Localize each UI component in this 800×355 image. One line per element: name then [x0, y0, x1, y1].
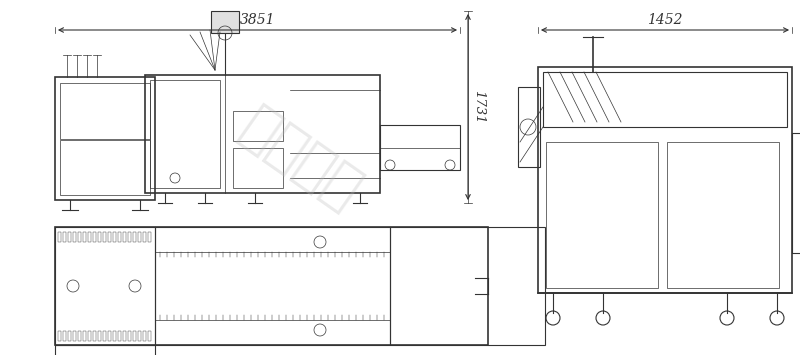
Bar — [123, 232, 126, 242]
Bar — [133, 232, 136, 242]
Bar — [148, 232, 151, 242]
Bar — [143, 331, 146, 341]
Bar — [138, 232, 141, 242]
Bar — [83, 331, 86, 341]
Bar — [128, 331, 131, 341]
Bar — [103, 331, 106, 341]
Bar — [60, 83, 150, 138]
Bar — [60, 140, 150, 195]
Bar — [55, 77, 155, 200]
Bar — [546, 142, 658, 288]
Bar — [88, 331, 91, 341]
Bar — [78, 331, 81, 341]
Bar — [73, 232, 76, 242]
Bar — [667, 142, 779, 288]
Bar — [150, 80, 220, 188]
Bar — [55, 227, 155, 345]
Bar — [118, 232, 121, 242]
Bar — [390, 227, 545, 345]
Bar — [118, 331, 121, 341]
Bar — [145, 75, 380, 193]
Bar — [123, 331, 126, 341]
Bar — [93, 331, 96, 341]
Bar — [233, 148, 283, 188]
Bar — [380, 125, 460, 170]
Bar — [58, 232, 61, 242]
Bar — [543, 72, 787, 127]
Bar — [113, 232, 116, 242]
Bar — [98, 232, 101, 242]
Bar — [55, 227, 488, 345]
Bar — [103, 232, 106, 242]
Bar — [88, 232, 91, 242]
Text: 利钓盒机: 利钓盒机 — [230, 100, 370, 220]
Bar — [211, 11, 239, 33]
Bar — [83, 232, 86, 242]
Bar — [155, 227, 390, 345]
Text: 3851: 3851 — [240, 13, 275, 27]
Text: 1452: 1452 — [647, 13, 682, 27]
Bar — [233, 111, 283, 141]
Bar — [538, 67, 792, 293]
Bar — [73, 331, 76, 341]
Bar — [93, 232, 96, 242]
Bar — [143, 232, 146, 242]
Bar — [108, 331, 111, 341]
Bar — [63, 331, 66, 341]
Bar — [55, 345, 155, 355]
Bar — [113, 331, 116, 341]
Bar — [133, 331, 136, 341]
Bar — [98, 331, 101, 341]
Bar — [148, 331, 151, 341]
Bar — [63, 232, 66, 242]
Bar — [128, 232, 131, 242]
Bar — [792, 133, 800, 253]
Bar — [58, 331, 61, 341]
Bar — [138, 331, 141, 341]
Bar — [518, 87, 540, 167]
Bar — [108, 232, 111, 242]
Text: 1731: 1731 — [472, 90, 485, 124]
Bar — [78, 232, 81, 242]
Bar — [68, 232, 71, 242]
Bar — [68, 331, 71, 341]
